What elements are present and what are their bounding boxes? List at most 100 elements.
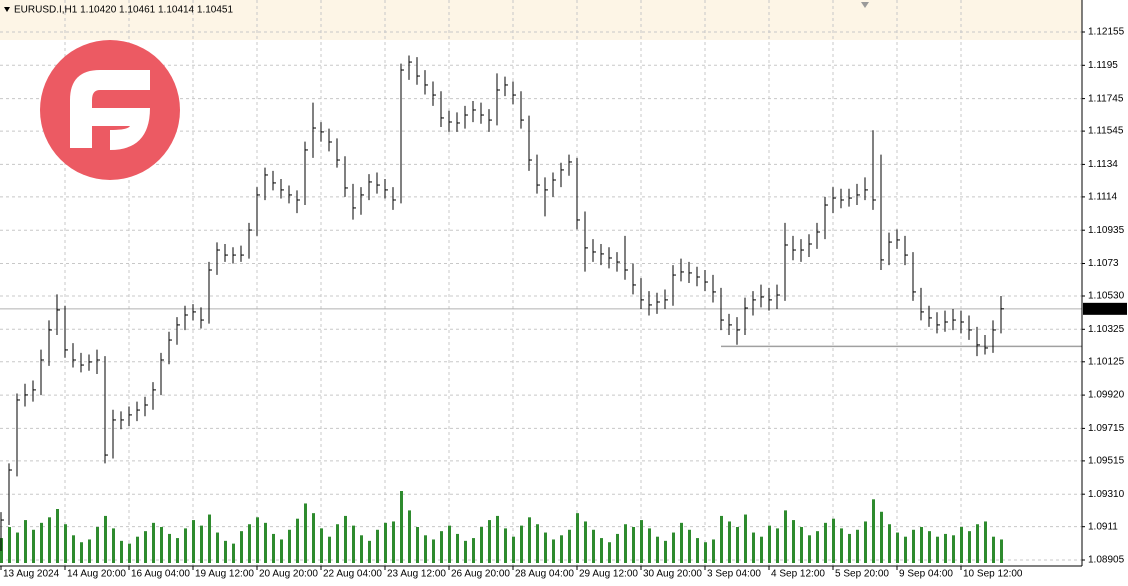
volume-bar bbox=[648, 528, 651, 563]
chart-title: EURUSD.I,H1 1.10420 1.10461 1.10414 1.10… bbox=[14, 5, 233, 16]
y-tick-label: 1.10325 bbox=[1088, 324, 1125, 335]
volume-bar bbox=[360, 535, 363, 563]
volume-bar bbox=[104, 515, 107, 563]
x-tick-label: 16 Aug 04:00 bbox=[131, 569, 190, 580]
volume-bar bbox=[608, 542, 611, 563]
volume-bar bbox=[616, 533, 619, 563]
volume-bar bbox=[432, 539, 435, 563]
volume-bar bbox=[728, 521, 731, 563]
volume-bar bbox=[184, 528, 187, 563]
volume-bar bbox=[280, 539, 283, 563]
volume-bar bbox=[568, 529, 571, 563]
volume-bar bbox=[904, 536, 907, 563]
volume-bar bbox=[32, 529, 35, 563]
volume-bar bbox=[136, 536, 139, 563]
volume-bar bbox=[792, 520, 795, 563]
volume-bar bbox=[312, 513, 315, 563]
volume-bar bbox=[600, 538, 603, 563]
current-price-label: 1.10451 bbox=[1087, 303, 1124, 314]
x-tick-label: 9 Sep 04:00 bbox=[899, 569, 953, 580]
volume-bar bbox=[672, 532, 675, 563]
volume-bar bbox=[400, 491, 403, 563]
volume-bar bbox=[56, 509, 59, 563]
volume-bar bbox=[504, 528, 507, 563]
y-tick-label: 1.10935 bbox=[1088, 225, 1125, 236]
volume-bar bbox=[296, 518, 299, 563]
volume-bar bbox=[920, 527, 923, 563]
y-tick-label: 1.09310 bbox=[1088, 489, 1125, 500]
volume-bar bbox=[152, 522, 155, 563]
volume-bar bbox=[88, 539, 91, 563]
volume-bar bbox=[760, 536, 763, 563]
volume-bar bbox=[544, 532, 547, 563]
y-tick-label: 1.09515 bbox=[1088, 456, 1125, 467]
volume-bar bbox=[944, 533, 947, 563]
volume-bar bbox=[120, 540, 123, 563]
volume-bar bbox=[984, 521, 987, 563]
y-tick-label: 1.08905 bbox=[1088, 555, 1125, 566]
volume-bar bbox=[40, 522, 43, 563]
volume-bar bbox=[512, 536, 515, 563]
x-tick-label: 26 Aug 20:00 bbox=[451, 569, 510, 580]
volume-bar bbox=[768, 525, 771, 563]
volume-bar bbox=[448, 525, 451, 563]
volume-bar bbox=[24, 520, 27, 563]
volume-bar bbox=[392, 521, 395, 563]
volume-bar bbox=[560, 535, 563, 563]
volume-bar bbox=[752, 532, 755, 563]
price-bars bbox=[0, 55, 1004, 552]
volume-bar bbox=[192, 520, 195, 563]
volume-bar bbox=[784, 510, 787, 563]
volume-bar bbox=[464, 540, 467, 563]
volume-bar bbox=[376, 529, 379, 563]
y-tick-label: 1.1073 bbox=[1088, 258, 1119, 269]
y-tick-label: 1.1134 bbox=[1088, 159, 1118, 170]
x-tick-label: 14 Aug 20:00 bbox=[67, 569, 126, 580]
menu-arrow[interactable] bbox=[4, 7, 10, 12]
volume-bar bbox=[696, 538, 699, 563]
volume-bar bbox=[808, 535, 811, 563]
x-tick-label: 4 Sep 12:00 bbox=[771, 569, 825, 580]
volume-bar bbox=[656, 536, 659, 563]
volume-bar bbox=[640, 520, 643, 563]
volume-bar bbox=[720, 515, 723, 563]
volume-bar bbox=[880, 511, 883, 563]
volume-bar bbox=[960, 527, 963, 563]
volume-bar bbox=[528, 517, 531, 563]
x-tick-label: 3 Sep 04:00 bbox=[707, 569, 761, 580]
volume-bar bbox=[976, 524, 979, 563]
volume-bar bbox=[72, 535, 75, 563]
x-tick-label: 22 Aug 04:00 bbox=[323, 569, 382, 580]
y-tick-label: 1.09920 bbox=[1088, 390, 1125, 401]
volume-bar bbox=[480, 527, 483, 563]
volume-bar bbox=[912, 529, 915, 563]
volume-bar bbox=[240, 531, 243, 563]
volume-bar bbox=[352, 525, 355, 563]
volume-bar bbox=[144, 531, 147, 563]
current-price-box bbox=[1083, 302, 1127, 315]
shift-marker[interactable] bbox=[861, 2, 869, 8]
logo bbox=[40, 40, 180, 180]
volume-bar bbox=[800, 527, 803, 563]
volume-bar bbox=[320, 528, 323, 563]
volume-bar bbox=[704, 542, 707, 563]
volume-bar bbox=[368, 540, 371, 563]
volume-layer bbox=[0, 491, 1003, 563]
x-tick-label: 28 Aug 04:00 bbox=[515, 569, 574, 580]
volume-bar bbox=[200, 525, 203, 563]
volume-bar bbox=[896, 532, 899, 563]
volume-bar bbox=[952, 535, 955, 563]
x-tick-label: 10 Sep 12:00 bbox=[963, 569, 1023, 580]
volume-bar bbox=[552, 539, 555, 563]
header-band bbox=[0, 0, 1082, 40]
volume-bar bbox=[872, 499, 875, 563]
volume-bar bbox=[624, 524, 627, 563]
volume-bar bbox=[160, 527, 163, 563]
volume-bar bbox=[496, 515, 499, 563]
volume-bar bbox=[80, 542, 83, 563]
x-tick-label: 23 Aug 12:00 bbox=[387, 569, 446, 580]
volume-bar bbox=[536, 524, 539, 563]
volume-bar bbox=[16, 532, 19, 563]
